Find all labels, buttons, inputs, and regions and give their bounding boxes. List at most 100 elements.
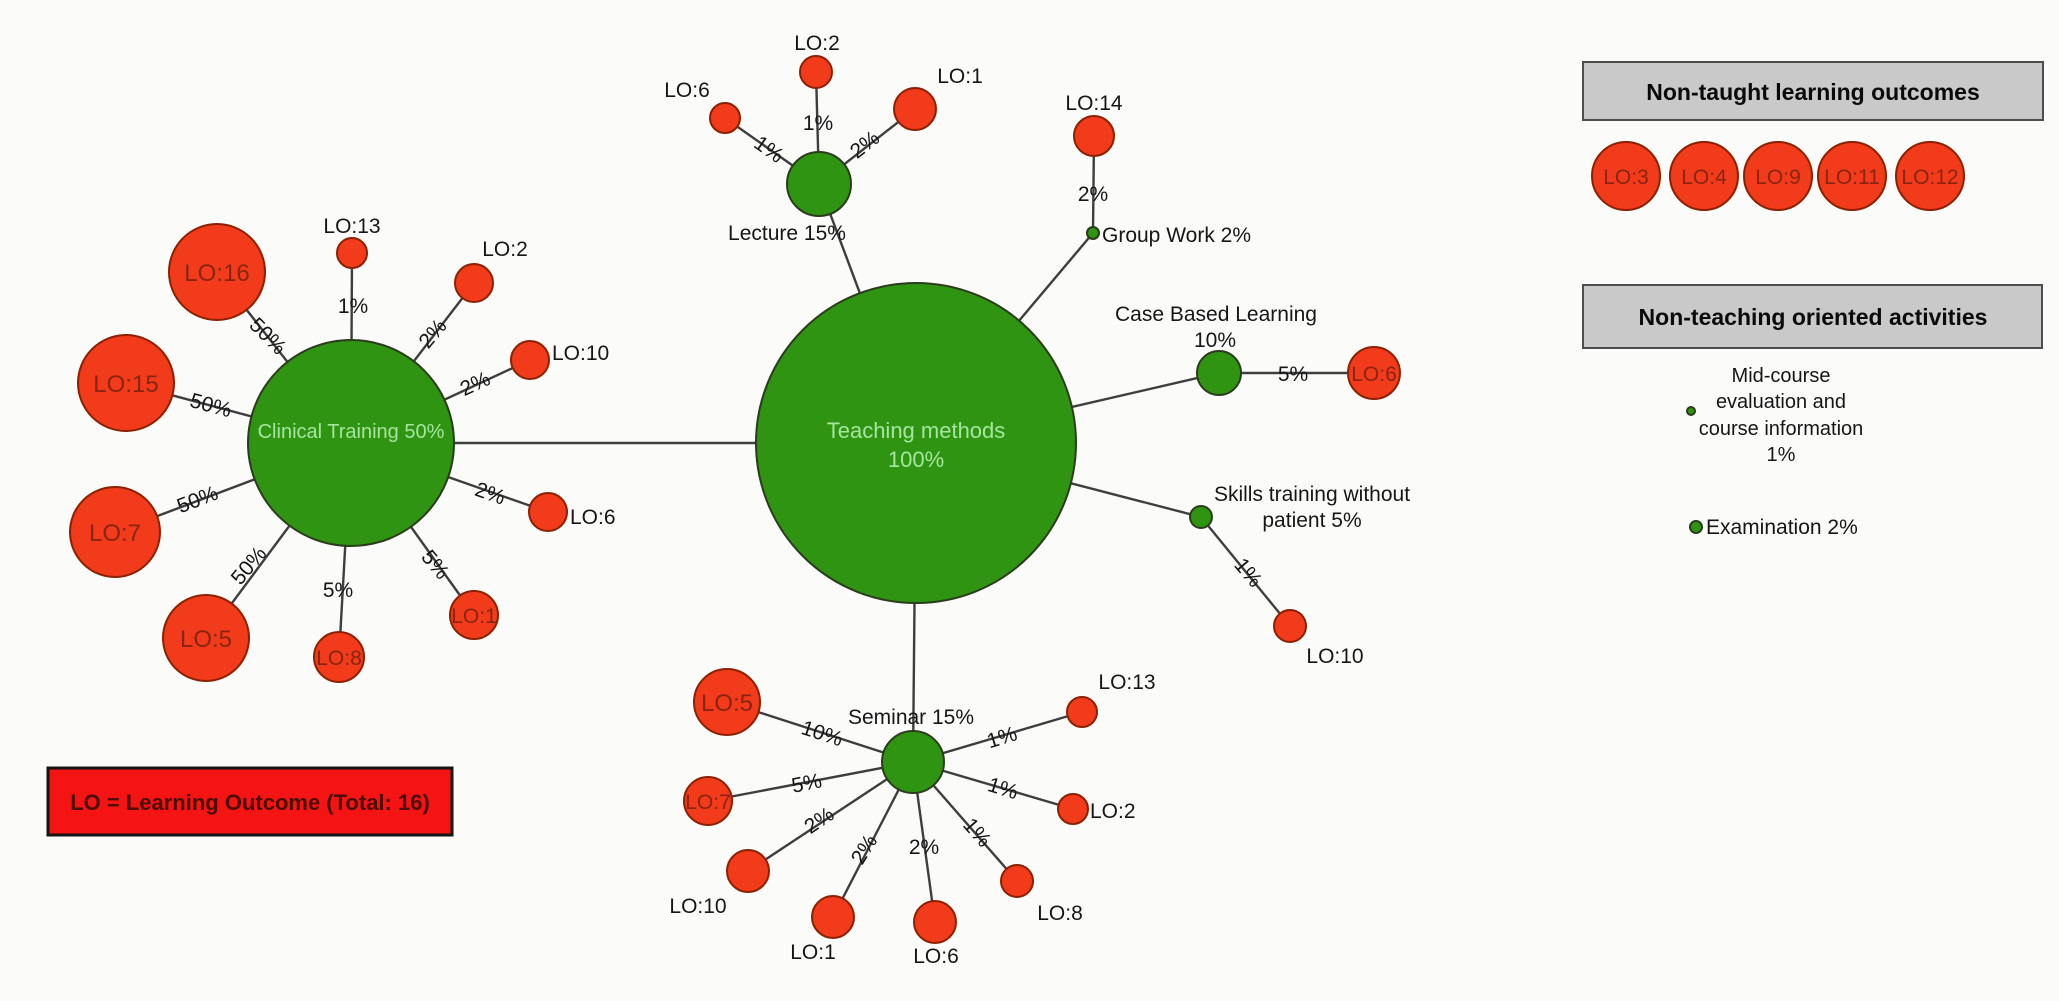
skills-lo10-node xyxy=(1273,609,1307,643)
examination-label: Examination 2% xyxy=(1706,516,1858,539)
non-taught-panel: Non-taught learning outcomes LO:3 LO:4 L… xyxy=(1582,61,2044,211)
clinical-lo6-pct: 2% xyxy=(472,478,508,510)
examination-dot xyxy=(1689,520,1703,534)
clinical-training-label: Clinical Training 50% xyxy=(258,421,445,443)
seminar-label: Seminar 15% xyxy=(848,706,974,729)
seminar-lo10-node xyxy=(726,849,770,893)
clinical-lo7-label: LO:7 xyxy=(89,520,141,547)
clinical-lo7-node xyxy=(69,486,161,578)
seminar-lo1-pct: 2% xyxy=(847,831,883,869)
note-box xyxy=(46,766,454,837)
case-based-label-line1: Case Based Learning xyxy=(1115,303,1317,326)
mid-course-dot xyxy=(1686,406,1696,416)
seminar-lo2-label: LO:2 xyxy=(1090,800,1136,823)
seminar-lo13-pct: 1% xyxy=(984,722,1020,753)
seminar-lo2-pct: 1% xyxy=(985,773,1021,804)
clinical-lo2-node xyxy=(454,263,494,303)
non-taught-lo11-node xyxy=(1817,141,1887,211)
seminar-lo7-node xyxy=(683,776,733,826)
seminar-lo6-label: LO:6 xyxy=(913,945,959,968)
seminar-lo8-node xyxy=(1000,864,1034,898)
seminar-lo7-label: LO:7 xyxy=(685,791,731,814)
clinical-lo13-node xyxy=(336,237,368,269)
case-based-label-line2: 10% xyxy=(1194,329,1236,352)
clinical-lo8-node xyxy=(313,631,365,683)
seminar-lo13-label: LO:13 xyxy=(1098,671,1155,694)
group-work-lo14-pct: 2% xyxy=(1078,183,1108,206)
seminar-node xyxy=(881,730,945,794)
case-based-lo6-label: LO:6 xyxy=(1351,363,1397,386)
clinical-lo10-node xyxy=(510,340,550,380)
lecture-node xyxy=(786,151,852,217)
mid-course-line3: course information xyxy=(1699,418,1864,440)
clinical-lo2-label: LO:2 xyxy=(482,238,528,261)
non-taught-lo12-label: LO:12 xyxy=(1901,166,1958,189)
seminar-lo5-pct: 10% xyxy=(798,716,845,751)
mid-course-line4: 1% xyxy=(1767,444,1796,466)
clinical-lo16-label: LO:16 xyxy=(184,260,249,287)
case-based-lo6-pct: 5% xyxy=(1278,363,1308,386)
clinical-lo7-pct: 50% xyxy=(174,482,221,519)
note-text: LO = Learning Outcome (Total: 16) xyxy=(70,790,430,815)
non-teaching-header-box xyxy=(1582,284,2043,349)
clinical-lo8-label: LO:8 xyxy=(316,647,362,670)
skills-training-node xyxy=(1189,505,1213,529)
non-teaching-panel: Non-teaching oriented activities Mid-cou… xyxy=(1582,284,2043,539)
group-work-label: Group Work 2% xyxy=(1102,224,1251,247)
lecture-lo2-pct: 1% xyxy=(803,112,833,135)
non-taught-lo9-node xyxy=(1743,141,1813,211)
case-based-lo6-node xyxy=(1347,346,1401,400)
lecture-lo2-node xyxy=(799,55,833,89)
clinical-lo13-pct: 1% xyxy=(338,295,368,318)
clinical-lo10-pct: 2% xyxy=(457,367,494,401)
seminar-lo5-label: LO:5 xyxy=(701,690,753,717)
clinical-lo5-pct: 50% xyxy=(227,542,272,589)
teaching-methods-label-line1: Teaching methods xyxy=(827,418,1006,443)
edge-seminar-lo7 xyxy=(707,760,914,803)
clinical-training-node xyxy=(247,339,455,547)
seminar-lo10-label: LO:10 xyxy=(669,895,726,918)
non-taught-lo4-label: LO:4 xyxy=(1681,166,1727,189)
non-teaching-title: Non-teaching oriented activities xyxy=(1639,304,1988,330)
group-work-lo14-label: LO:14 xyxy=(1065,92,1123,115)
clinical-lo15-pct: 50% xyxy=(187,389,234,422)
teaching-methods-node xyxy=(755,282,1077,604)
seminar-lo1-node xyxy=(811,895,855,939)
lecture-lo6-node xyxy=(709,102,741,134)
non-taught-lo3-label: LO:3 xyxy=(1603,166,1649,189)
seminar-lo2-node xyxy=(1057,793,1089,825)
clinical-lo16-pct: 50% xyxy=(245,313,291,359)
label-layer: Teaching methods 100% Clinical Training … xyxy=(89,32,1410,968)
clinical-lo5-node xyxy=(162,594,250,682)
case-based-learning-node xyxy=(1196,350,1242,396)
lecture-lo6-pct: 1% xyxy=(750,132,788,168)
clinical-lo1-node xyxy=(449,590,499,640)
group-work-node xyxy=(1086,226,1100,240)
clinical-lo13-label: LO:13 xyxy=(323,215,380,238)
seminar-lo8-label: LO:8 xyxy=(1037,902,1083,925)
clinical-lo15-node xyxy=(77,334,175,432)
seminar-lo13-node xyxy=(1066,696,1098,728)
clinical-lo5-label: LO:5 xyxy=(180,626,232,653)
lecture-lo2-label: LO:2 xyxy=(794,32,840,55)
non-taught-lo3-node xyxy=(1591,141,1661,211)
non-taught-lo11-label: LO:11 xyxy=(1824,166,1880,189)
non-taught-lo12-node xyxy=(1895,141,1965,211)
clinical-lo10-label: LO:10 xyxy=(552,342,609,365)
seminar-lo5-node xyxy=(693,668,761,736)
skills-label-line1: Skills training without xyxy=(1214,483,1410,506)
skills-lo10-label: LO:10 xyxy=(1306,645,1363,668)
non-taught-title: Non-taught learning outcomes xyxy=(1646,79,1980,105)
non-taught-lo4-node xyxy=(1669,141,1739,211)
clinical-lo6-label: LO:6 xyxy=(570,506,616,529)
clinical-lo16-node xyxy=(168,223,266,321)
edge-skills-lo10 xyxy=(1200,516,1291,627)
mid-course-line2: evaluation and xyxy=(1716,391,1846,413)
lecture-label: Lecture 15% xyxy=(728,222,846,245)
lecture-lo1-label: LO:1 xyxy=(937,65,983,88)
seminar-lo1-label: LO:1 xyxy=(790,941,836,964)
seminar-lo6-pct: 2% xyxy=(909,836,939,859)
lecture-lo1-node xyxy=(893,87,937,131)
